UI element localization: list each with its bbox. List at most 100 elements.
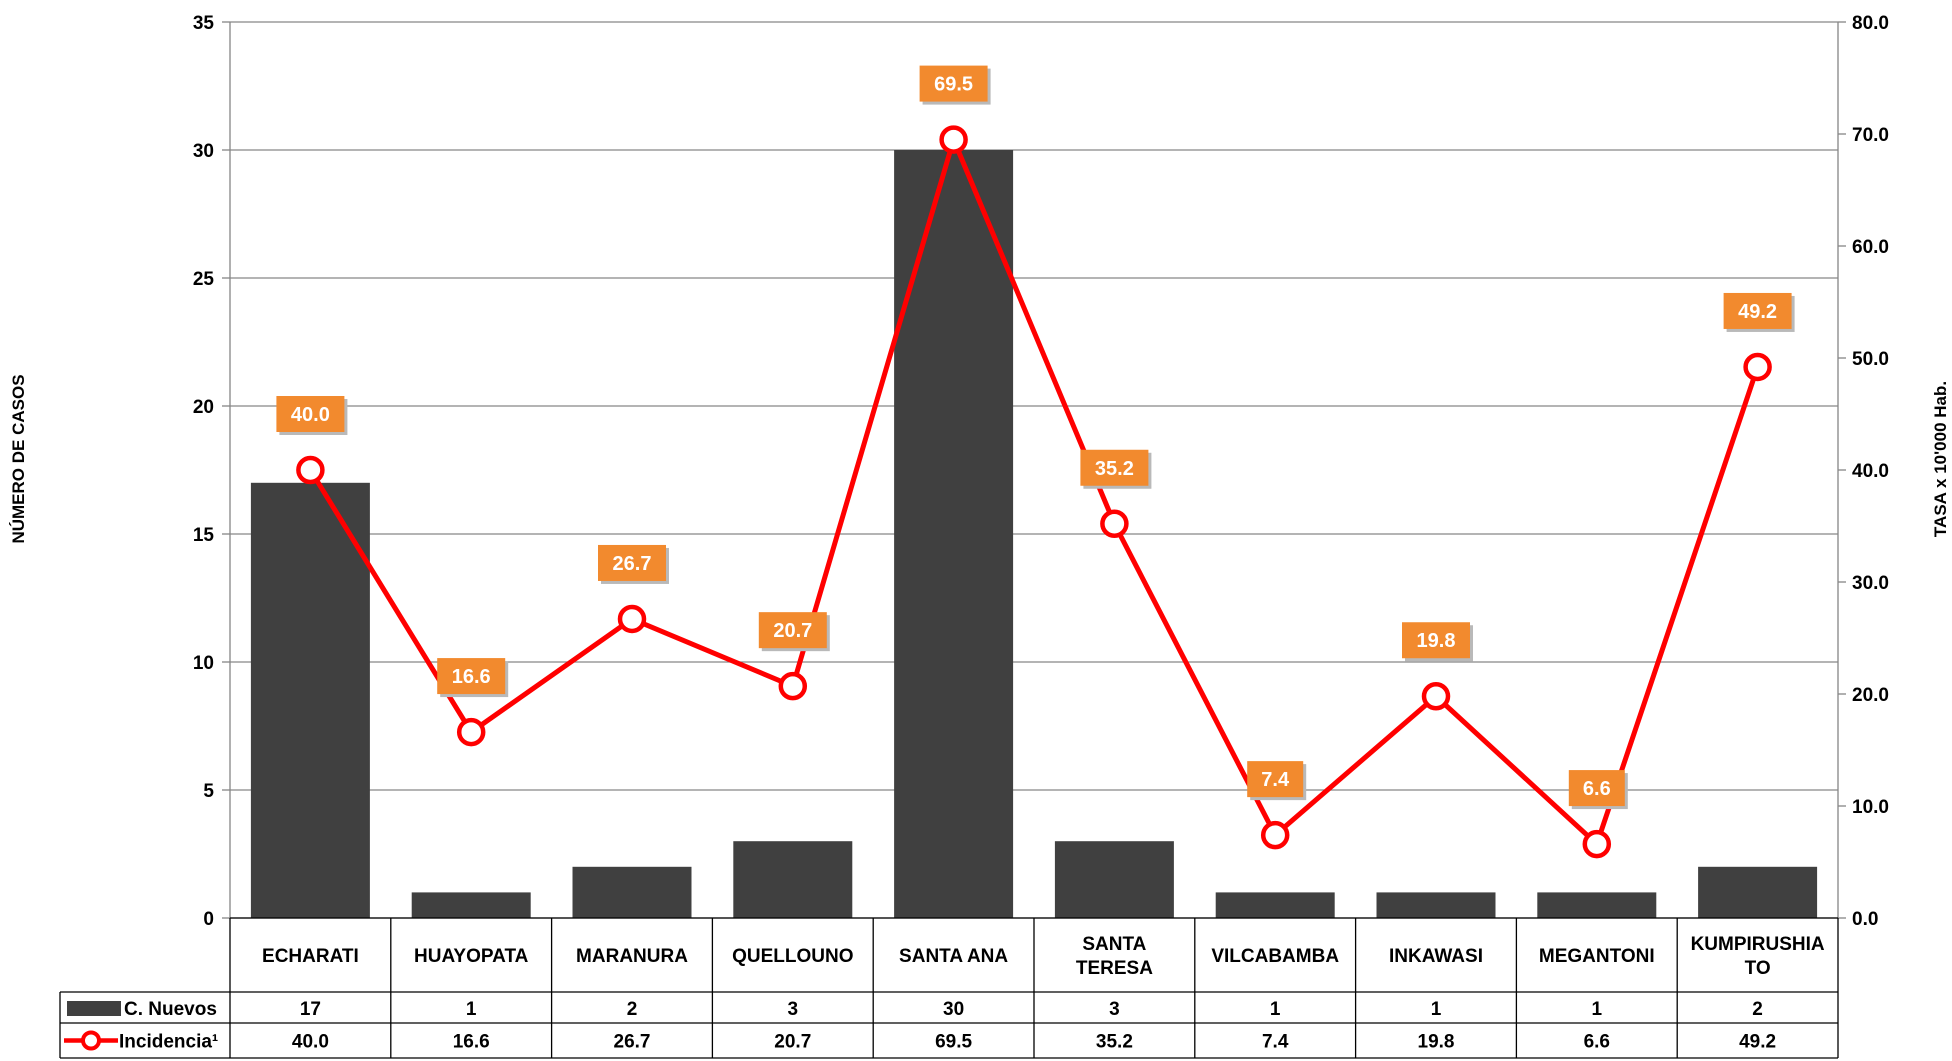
bar	[894, 150, 1014, 918]
table-cell: 3	[788, 999, 799, 1020]
axes: 0 5 10 15 20 25 30 35 0.0 10.0 20.0 30.0 40.0 50.0 60.…	[193, 13, 1889, 930]
category-label: TO	[1745, 958, 1771, 979]
data-label-box	[598, 544, 666, 581]
bar	[733, 841, 853, 918]
table-cell: 1	[466, 999, 477, 1020]
y-tick-label: 20	[193, 397, 214, 418]
data-label: 19.8	[1417, 630, 1456, 652]
data-label-box	[276, 396, 345, 432]
y2-tick-label: 10.0	[1852, 797, 1889, 818]
line-point	[1421, 681, 1451, 711]
y-tick-label: 10	[193, 653, 214, 674]
table-cell: 69.5	[935, 1032, 972, 1053]
table-cell: 16.6	[453, 1032, 490, 1053]
bar	[572, 866, 692, 918]
y2-tick-label: 50.0	[1852, 349, 1889, 370]
bar	[1215, 892, 1335, 918]
data-label: 49.2	[1738, 301, 1777, 323]
data-label: 16.6	[452, 666, 491, 688]
category-label: QUELLOUNO	[732, 946, 853, 967]
category-label: KUMPIRUSHIA	[1691, 934, 1825, 955]
table-cell: 7.4	[1262, 1032, 1289, 1053]
category-label: ECHARATI	[262, 946, 359, 967]
bar	[1537, 892, 1657, 918]
y-tick-label: 15	[193, 525, 215, 546]
data-table: ECHARATI HUAYOPATA MARANURA QUELLOUNO SANTA …	[59, 917, 1839, 1059]
line-point	[1260, 820, 1290, 850]
y-tick-label: 5	[203, 781, 214, 802]
y2-tick-label: 40.0	[1852, 461, 1889, 482]
bar	[1698, 866, 1818, 918]
table-cell: 1	[1592, 999, 1603, 1020]
data-label-box	[1723, 292, 1792, 329]
legend-label-bars: C. Nuevos	[124, 999, 217, 1020]
data-label: 26.7	[613, 553, 652, 575]
data-label: 6.6	[1583, 778, 1611, 800]
table-cell: 30	[943, 999, 964, 1020]
table-cell: 20.7	[774, 1032, 811, 1053]
table-cell: 1	[1431, 999, 1442, 1020]
table-cell: 3	[1109, 999, 1120, 1020]
legend-label-line: Incidencia¹	[119, 1032, 218, 1053]
table-cell: 6.6	[1584, 1032, 1610, 1053]
y2-tick-label: 20.0	[1852, 685, 1889, 706]
data-label: 20.7	[773, 620, 812, 642]
data-label-box	[1568, 770, 1625, 807]
table-cell: 49.2	[1739, 1032, 1776, 1053]
data-label-box	[919, 65, 988, 102]
table-cell: 26.7	[614, 1032, 651, 1053]
data-label: 40.0	[291, 404, 330, 426]
bar	[250, 482, 370, 918]
data-label: 35.2	[1095, 458, 1134, 480]
y2-tick-label: 30.0	[1852, 573, 1889, 594]
data-label-box	[1080, 449, 1149, 486]
bar	[411, 892, 531, 918]
incidence-line	[308, 137, 1760, 847]
data-label-box	[1402, 622, 1470, 659]
data-labels: 40.0 16.6 26.7 20.7 69.5 35.2 7.4 19.8 6.6 49.2	[276, 65, 1795, 810]
table-cell: 19.8	[1418, 1032, 1455, 1053]
y2-axis-title: TASA x 10'000 Hab.	[1931, 381, 1950, 537]
line-point	[296, 455, 325, 485]
table-cell: 40.0	[292, 1032, 329, 1053]
line-point	[456, 717, 486, 747]
y-tick-label: 25	[193, 269, 215, 290]
bar	[1376, 892, 1496, 918]
line-point	[939, 125, 968, 154]
category-label: VILCABAMBA	[1211, 946, 1339, 967]
line-point	[1743, 352, 1772, 382]
category-label: INKAWASI	[1389, 946, 1483, 967]
data-label: 7.4	[1261, 769, 1290, 791]
category-label: SANTA ANA	[899, 946, 1008, 967]
y-tick-label: 35	[193, 13, 215, 34]
data-label-box	[437, 658, 506, 695]
table-cell: 2	[627, 999, 638, 1020]
category-label: SANTA	[1082, 934, 1146, 955]
y-tick-label: 0	[203, 909, 214, 930]
bar	[1054, 841, 1174, 918]
y-tick-label: 30	[193, 141, 214, 162]
line-point	[1100, 509, 1129, 539]
category-label: MARANURA	[576, 946, 688, 967]
line-point	[778, 671, 808, 701]
y2-tick-label: 80.0	[1852, 13, 1889, 34]
y-axis-title: NÚMERO DE CASOS	[9, 374, 28, 543]
line-series	[296, 125, 1772, 859]
category-label: HUAYOPATA	[414, 946, 529, 967]
legend-key-marker	[81, 1030, 101, 1051]
legend-key-bar	[67, 1001, 121, 1016]
table-cell: 1	[1270, 999, 1281, 1020]
line-point	[617, 604, 647, 634]
y2-tick-label: 70.0	[1852, 125, 1889, 146]
category-label: TERESA	[1076, 958, 1153, 979]
data-label-box	[1247, 761, 1304, 798]
category-label: MEGANTONI	[1539, 946, 1655, 967]
data-label: 69.5	[934, 74, 973, 96]
table-cell: 2	[1752, 999, 1763, 1020]
y2-tick-label: 0.0	[1852, 909, 1878, 930]
data-label-box	[758, 612, 827, 649]
y2-tick-label: 60.0	[1852, 237, 1889, 258]
table-cell: 17	[300, 999, 321, 1020]
